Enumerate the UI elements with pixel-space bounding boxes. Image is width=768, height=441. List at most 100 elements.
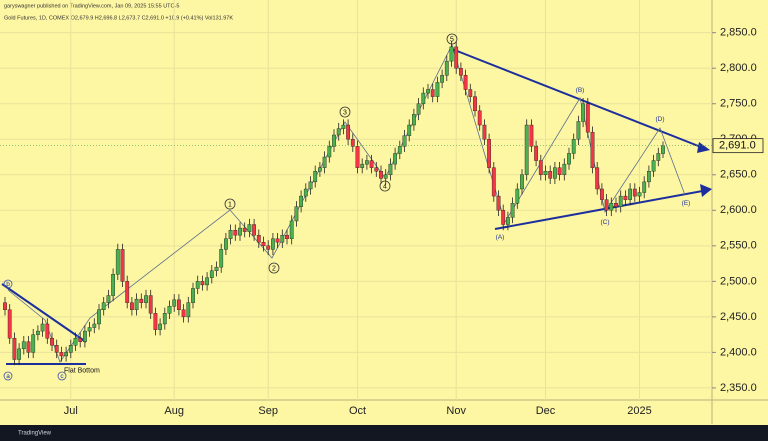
candle-body xyxy=(520,174,524,190)
candle-body xyxy=(341,124,346,129)
candle-body xyxy=(581,103,586,122)
candle-body xyxy=(609,202,614,211)
candle-body xyxy=(534,146,539,161)
candle-body xyxy=(412,114,416,126)
candle-body xyxy=(501,210,506,225)
candle-body xyxy=(167,306,172,314)
candle-body xyxy=(553,167,557,179)
candle-body xyxy=(242,227,247,232)
annotation: a xyxy=(6,373,10,380)
footer-bar xyxy=(0,425,768,441)
candle-body xyxy=(567,153,571,165)
candle-body xyxy=(435,82,440,97)
candle-body xyxy=(374,167,379,172)
candle-body xyxy=(576,121,581,140)
candle-body xyxy=(313,171,318,183)
candle-body xyxy=(656,153,661,161)
candle-body xyxy=(477,110,482,126)
candle-body xyxy=(355,146,360,168)
candle-body xyxy=(506,217,510,225)
candle-body xyxy=(238,227,242,236)
y-tick-label: 2,350.0 xyxy=(720,382,757,394)
candle-body xyxy=(637,192,642,197)
y-tick-label: 2,650.0 xyxy=(720,169,757,181)
candle-body xyxy=(515,188,520,204)
candle-body xyxy=(59,352,64,357)
candle-body xyxy=(106,295,111,303)
candle-body xyxy=(7,309,12,339)
candle-body xyxy=(139,298,144,303)
candle-body xyxy=(17,348,21,360)
x-tick-label: Sep xyxy=(258,405,278,417)
candle-body xyxy=(68,345,73,353)
candle-body xyxy=(444,60,449,76)
candle-body xyxy=(454,46,459,69)
candle-body xyxy=(125,281,130,303)
candle-body xyxy=(595,167,600,190)
watermark: TradingView xyxy=(18,431,52,437)
annotation: b xyxy=(6,281,10,288)
candle-body xyxy=(346,124,350,140)
candle-body xyxy=(115,249,120,275)
annotation: (D) xyxy=(655,116,664,123)
wave-circle xyxy=(339,106,351,118)
candle-body xyxy=(21,341,26,350)
y-tick-label: 2,550.0 xyxy=(720,240,757,252)
candle-body xyxy=(92,323,97,328)
candle-body xyxy=(45,323,50,339)
candle-body xyxy=(473,96,477,112)
candle-body xyxy=(642,181,647,193)
candle-body xyxy=(538,160,543,175)
grid xyxy=(0,0,712,400)
labels: 2,350.0 2,400.0 2,450.0 2,500.0 2,550.0 2,600… xyxy=(0,27,764,417)
wave-circle xyxy=(3,279,13,289)
candle-body xyxy=(562,163,567,175)
candle-body xyxy=(205,277,209,286)
candle-body xyxy=(209,270,214,278)
candle-body xyxy=(261,242,266,247)
candle-body xyxy=(628,188,633,200)
candle-body xyxy=(87,327,92,332)
candle-body xyxy=(604,199,609,211)
candle-body xyxy=(632,188,637,197)
candle-body xyxy=(111,274,116,296)
candle-body xyxy=(186,302,191,318)
candle-body xyxy=(379,171,383,179)
candle-body xyxy=(12,337,17,360)
candle-body xyxy=(256,234,261,243)
arrow-head xyxy=(697,142,710,153)
candle-body xyxy=(557,167,562,175)
candle-body xyxy=(623,195,628,200)
candle-body xyxy=(459,68,463,76)
candle-body xyxy=(327,146,332,158)
trend-line xyxy=(1,283,87,343)
y-tick-label: 2,800.0 xyxy=(720,62,757,74)
candle-body xyxy=(491,167,496,197)
candle-body xyxy=(524,124,529,175)
candle-body xyxy=(73,337,78,346)
candle-body xyxy=(233,229,238,236)
candle-body xyxy=(350,139,355,147)
x-tick-label: Nov xyxy=(446,405,466,417)
candle-body xyxy=(129,302,134,310)
candle-body xyxy=(82,330,87,342)
trend-line xyxy=(494,189,709,230)
candle-body xyxy=(158,323,162,330)
annotation: 5 xyxy=(450,36,454,43)
candle-body xyxy=(308,181,313,190)
annotation: Flat Bottom xyxy=(64,367,100,374)
candle-body xyxy=(482,124,487,140)
candle-body xyxy=(162,313,167,325)
candle-body xyxy=(64,352,69,357)
candle-body xyxy=(172,299,177,307)
y-tick-label: 2,850.0 xyxy=(720,27,757,39)
candle-body xyxy=(271,238,275,250)
candle-body xyxy=(393,153,397,165)
candle-body xyxy=(50,337,54,346)
candle-body xyxy=(214,266,219,271)
annotation: 1 xyxy=(228,201,232,208)
candle-body xyxy=(101,302,106,310)
candle-body xyxy=(614,202,618,207)
candle-body xyxy=(496,195,501,211)
